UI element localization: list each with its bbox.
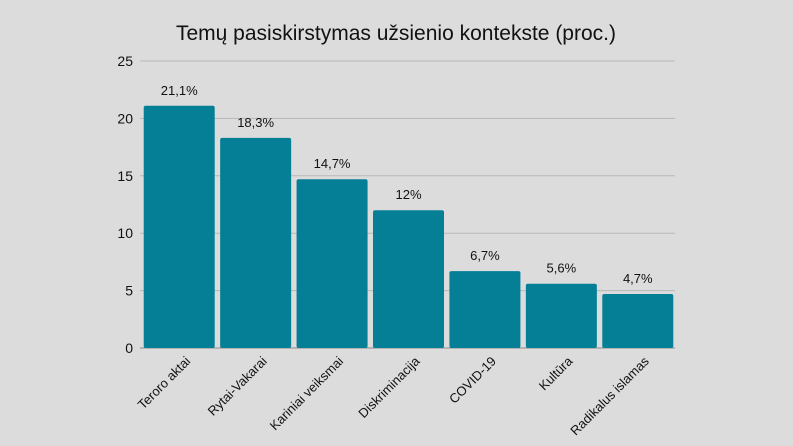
data-labels: 21,1% 18,3% 14,7% 12% 6,7% 5,6% 4,7% [161, 83, 653, 286]
bar-3 [296, 179, 368, 348]
data-label: 18,3% [237, 115, 274, 130]
bars [143, 105, 674, 348]
y-tick-label: 0 [125, 340, 133, 356]
data-label: 14,7% [314, 156, 351, 171]
bar-7 [602, 294, 674, 348]
y-tick-label: 25 [117, 53, 133, 69]
data-label: 12% [395, 187, 421, 202]
y-tick-label: 20 [117, 110, 133, 126]
chart-title: Temų pasiskirstymas užsienio kontekste (… [176, 22, 616, 45]
bar-5 [449, 271, 521, 348]
bar-2 [220, 137, 292, 348]
y-tick-label: 5 [125, 283, 133, 299]
bar-4 [373, 210, 444, 348]
bar-6 [525, 283, 597, 348]
y-tick-label: 15 [117, 168, 133, 184]
data-label: 21,1% [161, 83, 198, 98]
bar-1 [143, 105, 215, 348]
data-label: 4,7% [623, 271, 653, 286]
data-label: 6,7% [470, 248, 500, 263]
y-tick-label: 10 [117, 225, 133, 241]
y-axis-ticks: 0 5 10 15 20 25 [117, 53, 133, 356]
data-label: 5,6% [547, 261, 577, 276]
